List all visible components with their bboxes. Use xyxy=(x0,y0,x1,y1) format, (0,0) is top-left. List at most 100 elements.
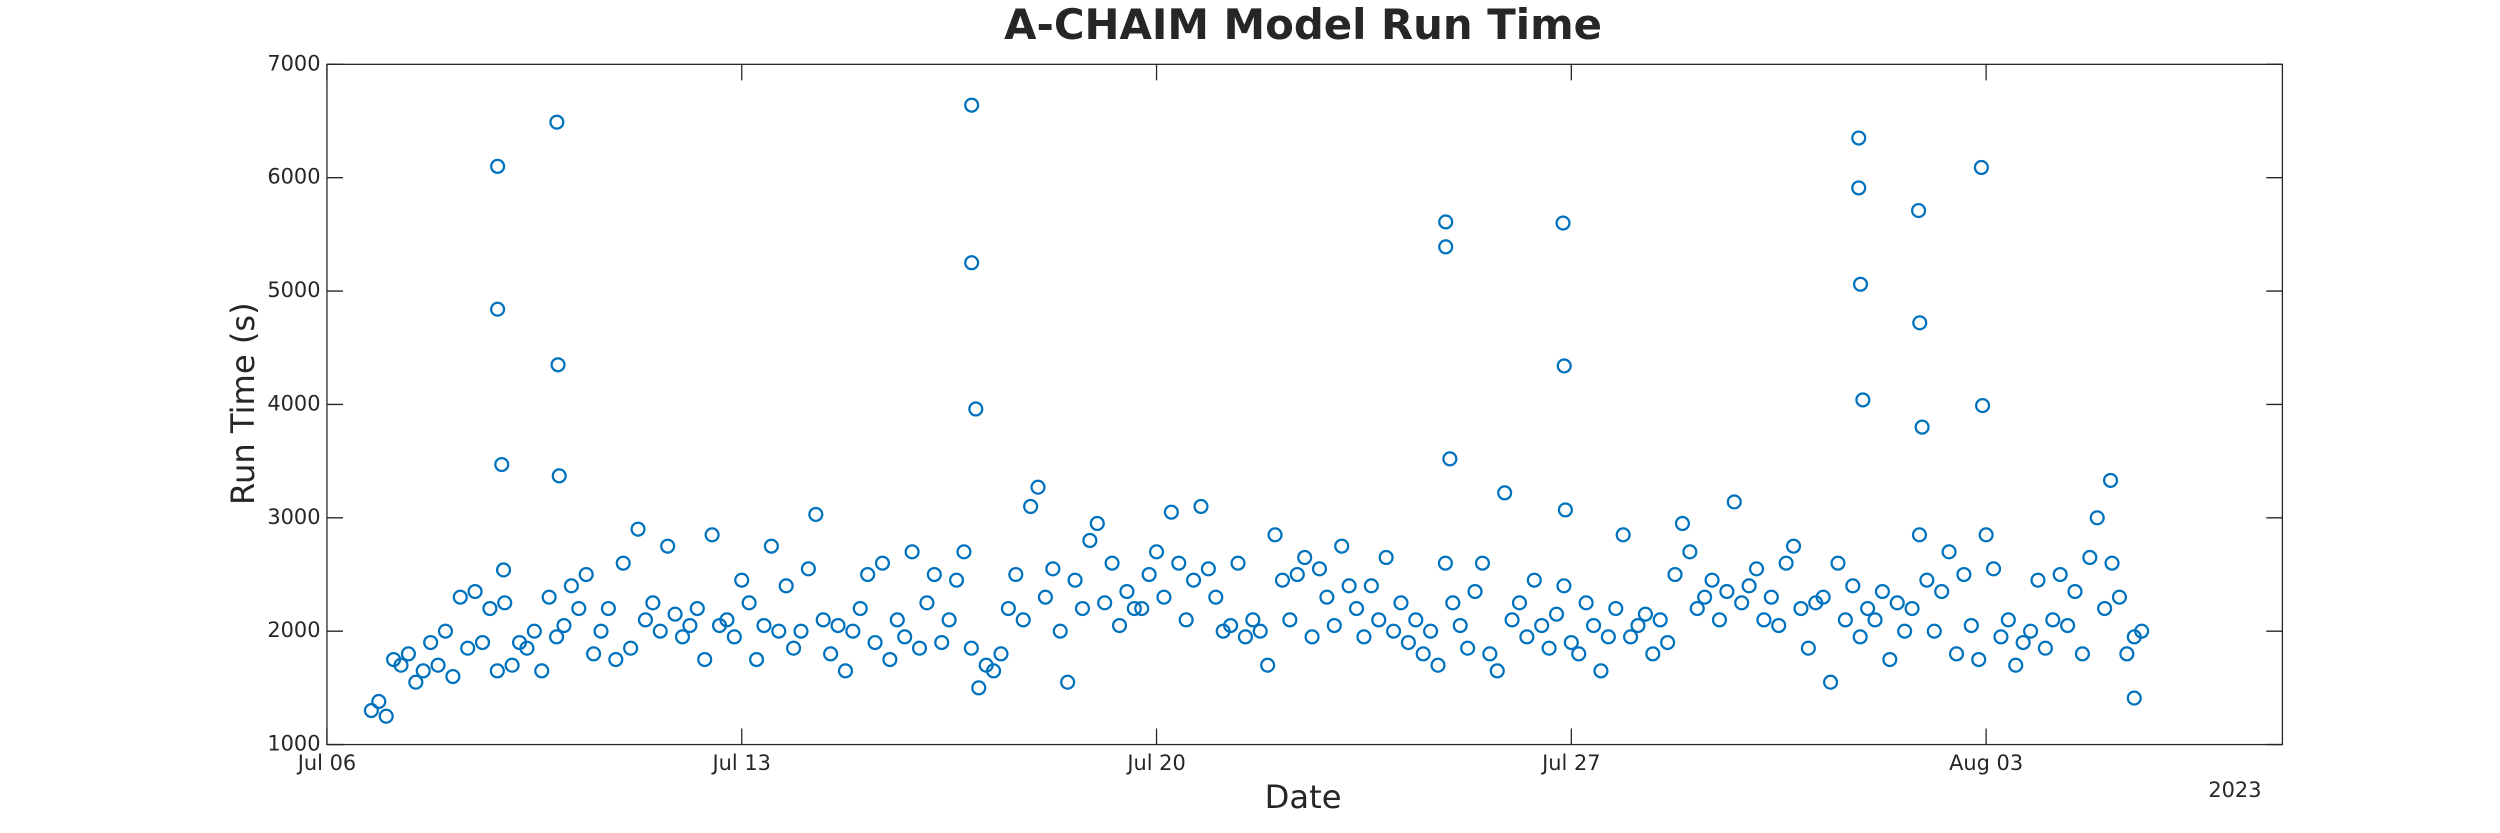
point xyxy=(1845,578,1861,594)
point xyxy=(1311,561,1328,577)
point xyxy=(1289,566,1305,583)
point xyxy=(1000,600,1016,617)
point xyxy=(845,623,861,639)
point xyxy=(1719,583,1735,600)
point xyxy=(1889,595,1905,611)
point xyxy=(630,521,646,537)
point xyxy=(1223,617,1239,634)
point xyxy=(971,680,987,696)
point xyxy=(1785,538,1802,554)
point xyxy=(786,640,802,656)
point xyxy=(1297,549,1313,566)
point xyxy=(830,617,846,634)
point xyxy=(2119,646,2135,662)
point xyxy=(1141,566,1157,583)
point xyxy=(660,538,676,554)
point xyxy=(1904,600,1920,617)
point xyxy=(1089,515,1105,532)
point xyxy=(704,527,720,543)
point xyxy=(1674,515,1690,532)
point xyxy=(1557,502,1573,518)
point xyxy=(1460,640,1476,656)
point xyxy=(800,561,816,577)
point xyxy=(1348,600,1365,617)
point xyxy=(1571,646,1587,662)
point xyxy=(494,456,510,473)
point xyxy=(550,357,566,373)
point xyxy=(1682,544,1698,560)
point xyxy=(1260,657,1276,673)
point xyxy=(1400,634,1416,651)
point xyxy=(1119,583,1135,600)
point xyxy=(1608,600,1624,617)
point xyxy=(1015,612,1031,628)
point xyxy=(1726,494,1742,510)
point xyxy=(1371,612,1387,628)
x-axis-label: Date xyxy=(1265,778,1342,816)
point xyxy=(1423,623,1439,639)
point xyxy=(1438,239,1454,255)
point xyxy=(2052,566,2068,583)
point xyxy=(1437,555,1453,571)
point xyxy=(1008,566,1024,583)
point xyxy=(1511,595,1528,611)
point xyxy=(852,600,868,617)
point xyxy=(2000,612,2016,628)
point xyxy=(1082,532,1098,549)
point xyxy=(1867,612,1883,628)
point xyxy=(1963,617,1979,634)
point xyxy=(1148,544,1165,560)
point xyxy=(2060,617,2076,634)
y-tick-label: 4000 xyxy=(267,391,320,415)
point xyxy=(593,623,609,639)
point xyxy=(1467,583,1483,600)
point xyxy=(1993,629,2009,645)
point xyxy=(667,606,683,622)
point xyxy=(1052,623,1068,639)
point xyxy=(1442,451,1458,467)
x-tick-label: Jul 06 xyxy=(296,751,356,775)
point xyxy=(541,589,557,605)
point xyxy=(793,623,809,639)
point xyxy=(1415,646,1431,662)
point xyxy=(1267,527,1283,543)
point xyxy=(1555,215,1571,231)
point xyxy=(1023,498,1039,515)
point xyxy=(1430,657,1446,673)
y-tick-label: 3000 xyxy=(267,505,320,529)
point xyxy=(697,651,713,668)
point xyxy=(674,629,691,645)
point xyxy=(608,651,624,668)
point xyxy=(652,623,668,639)
point xyxy=(1911,203,1927,219)
point xyxy=(1134,600,1150,617)
point xyxy=(1948,646,1965,662)
point xyxy=(1585,617,1602,634)
point xyxy=(1652,612,1668,628)
point xyxy=(1815,589,1831,605)
point xyxy=(1823,674,1839,690)
point xyxy=(1919,572,1935,588)
point xyxy=(1912,315,1928,331)
point xyxy=(2074,646,2090,662)
point xyxy=(1178,612,1194,628)
point xyxy=(1474,555,1491,571)
point xyxy=(1156,589,1172,605)
point xyxy=(1852,629,1868,645)
point xyxy=(563,578,579,594)
point xyxy=(1104,555,1120,571)
point xyxy=(963,640,979,656)
point xyxy=(615,555,631,571)
point xyxy=(1763,589,1779,605)
point xyxy=(719,612,735,628)
point xyxy=(1911,527,1928,543)
point xyxy=(1334,538,1350,554)
point xyxy=(497,595,513,611)
point xyxy=(778,578,794,594)
point xyxy=(956,544,972,560)
point xyxy=(1837,612,1853,628)
point xyxy=(393,657,409,673)
point xyxy=(919,595,935,611)
point xyxy=(889,612,905,628)
